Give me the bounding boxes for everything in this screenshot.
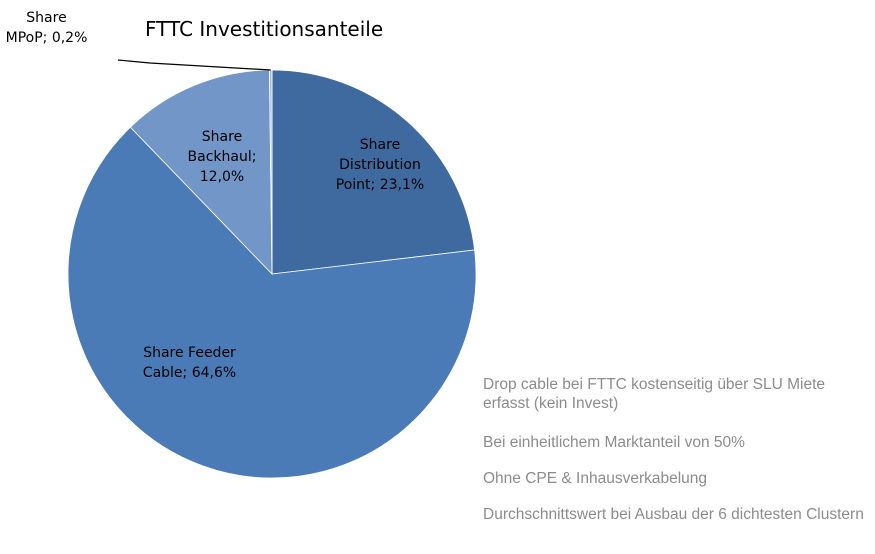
pie-slice — [271, 69, 476, 275]
slice-value: 0,2% — [51, 30, 88, 46]
slice-label: Share Distribution Point; 23,1% — [330, 135, 430, 195]
slice-label: Share Feeder Cable; 64,6% — [127, 343, 252, 383]
pie-slice — [67, 126, 477, 479]
note: Bei einheitlichem Marktanteil von 50% — [483, 434, 745, 451]
slice-value: 12,0% — [199, 169, 245, 185]
slice-value: 23,1% — [379, 177, 425, 193]
note: Drop cable bei FTTC kostenseitig über SL… — [483, 376, 826, 412]
label-separator: ; — [251, 149, 257, 165]
leader-line — [117, 59, 271, 71]
label-separator: ; — [42, 30, 52, 46]
note: Durchschnittswert bei Ausbau der 6 dicht… — [483, 506, 864, 523]
slice-category: Share Feeder Cable — [142, 345, 236, 381]
chart-title: FTTC Investitionsanteile — [145, 17, 384, 41]
slice-value: 64,6% — [191, 365, 237, 381]
note: Ohne CPE & Inhausverkabelung — [483, 470, 708, 487]
label-separator: ; — [182, 365, 192, 381]
slice-category: Share Distribution Point — [335, 137, 421, 193]
label-separator: ; — [370, 177, 380, 193]
slice-category: Share Backhaul — [187, 129, 252, 165]
slice-label: Share MPoP; 0,2% — [4, 8, 89, 48]
pie-slice — [129, 69, 273, 276]
slice-label: Share Backhaul; 12,0% — [182, 127, 262, 187]
slice-category: Share MPoP — [5, 10, 67, 46]
